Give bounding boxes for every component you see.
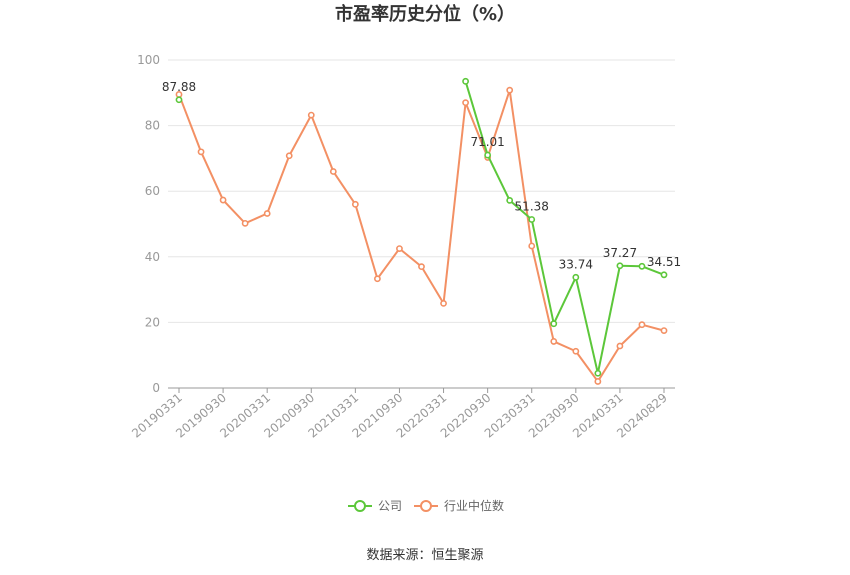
legend-item[interactable]: 公司 [348,499,402,513]
legend-item[interactable]: 行业中位数 [414,498,504,513]
data-point [594,369,602,377]
data-point [572,347,580,355]
data-labels: 87.88 71.01 51.38 33.74 37.27 34.51 [162,80,681,272]
series-line [178,89,665,383]
data-point [572,273,580,281]
series-line [464,81,665,375]
data-point [374,275,381,283]
data-point [484,151,492,159]
data-point [241,219,249,227]
data-point [660,271,668,279]
y-tick-label: 0 [152,381,160,395]
chart-title: 市盈率历史分位（%） [335,3,515,25]
legend[interactable]: 公司 行业中位数 [348,498,504,513]
data-point [351,200,359,208]
data-point [462,99,469,107]
data-point [550,320,558,328]
data-label: 87.88 [162,80,196,94]
data-point [506,196,514,204]
grid [168,59,675,323]
data-point [329,168,337,175]
legend-marker-icon [420,500,432,512]
data-point [418,263,425,271]
series-group [175,77,668,385]
data-point [307,111,315,119]
data-label: 34.51 [647,255,681,269]
data-point [462,77,469,85]
data-point [528,216,536,223]
series-0 [175,77,668,377]
data-point [263,210,271,217]
data-point [660,327,668,334]
y-tick-label: 40 [145,250,160,264]
legend-marker-icon [354,500,366,512]
x-axis: 2019033120190930202003312020093020210331… [129,387,675,441]
y-tick-label: 100 [137,53,160,67]
data-label: 71.01 [470,135,504,149]
data-point [638,321,646,329]
data-point [506,86,514,94]
series-1 [175,86,668,385]
data-point [396,245,403,252]
source-note: 数据来源：恒生聚源 [366,548,483,563]
data-label: 37.27 [603,246,637,260]
data-label: 33.74 [559,257,593,271]
data-point [594,378,602,385]
data-point [528,242,536,250]
data-point [550,338,558,345]
data-point [616,342,624,350]
data-point [197,148,205,156]
y-tick-label: 20 [145,315,160,329]
legend-label: 公司 [378,499,402,513]
y-tick-label: 80 [145,119,160,133]
legend-label: 行业中位数 [444,498,504,513]
data-point [175,96,183,104]
data-point [285,152,293,160]
data-point [219,196,227,204]
data-point [616,262,624,270]
data-label: 51.38 [515,199,549,213]
data-point [638,262,646,270]
y-axis: 0 20 40 60 80 100 [137,53,160,395]
y-tick-label: 60 [145,184,160,198]
data-point [440,299,447,307]
